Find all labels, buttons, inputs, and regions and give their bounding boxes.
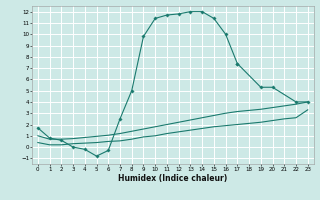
X-axis label: Humidex (Indice chaleur): Humidex (Indice chaleur) <box>118 174 228 183</box>
